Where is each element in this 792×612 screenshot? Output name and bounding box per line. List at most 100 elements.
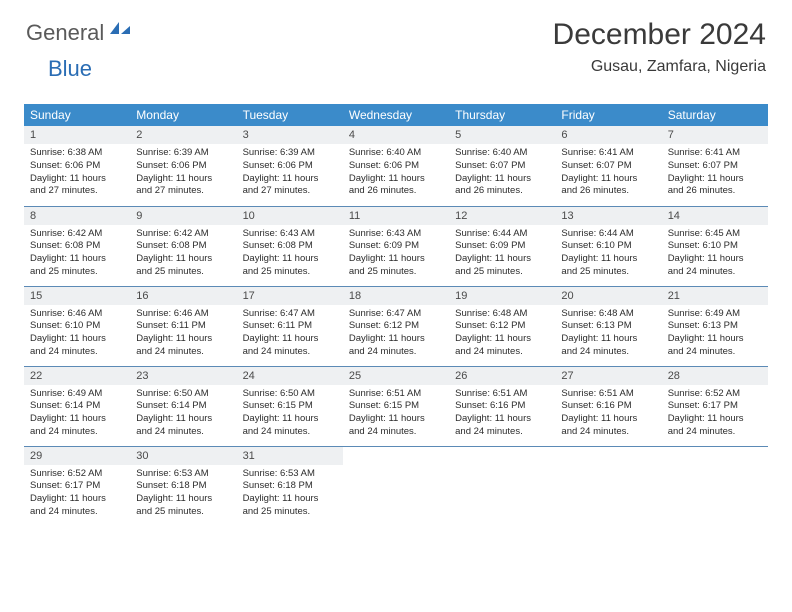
day-data: Sunrise: 6:51 AMSunset: 6:15 PMDaylight:… (343, 385, 449, 444)
calendar-cell: 31Sunrise: 6:53 AMSunset: 6:18 PMDayligh… (237, 446, 343, 526)
calendar-cell: 15Sunrise: 6:46 AMSunset: 6:10 PMDayligh… (24, 286, 130, 366)
day-data: Sunrise: 6:43 AMSunset: 6:09 PMDaylight:… (343, 225, 449, 284)
calendar-cell (662, 446, 768, 526)
day-number: 8 (24, 207, 130, 225)
day-data: Sunrise: 6:48 AMSunset: 6:13 PMDaylight:… (555, 305, 661, 364)
day-number: 13 (555, 207, 661, 225)
day-data: Sunrise: 6:53 AMSunset: 6:18 PMDaylight:… (130, 465, 236, 524)
calendar-table: Sunday Monday Tuesday Wednesday Thursday… (24, 104, 768, 526)
day-data: Sunrise: 6:51 AMSunset: 6:16 PMDaylight:… (449, 385, 555, 444)
day-data: Sunrise: 6:53 AMSunset: 6:18 PMDaylight:… (237, 465, 343, 524)
calendar-cell: 29Sunrise: 6:52 AMSunset: 6:17 PMDayligh… (24, 446, 130, 526)
calendar-cell (555, 446, 661, 526)
day-data: Sunrise: 6:44 AMSunset: 6:09 PMDaylight:… (449, 225, 555, 284)
day-number: 24 (237, 367, 343, 385)
calendar-cell: 13Sunrise: 6:44 AMSunset: 6:10 PMDayligh… (555, 206, 661, 286)
day-data: Sunrise: 6:50 AMSunset: 6:15 PMDaylight:… (237, 385, 343, 444)
day-data: Sunrise: 6:49 AMSunset: 6:14 PMDaylight:… (24, 385, 130, 444)
calendar-cell: 12Sunrise: 6:44 AMSunset: 6:09 PMDayligh… (449, 206, 555, 286)
calendar-cell: 9Sunrise: 6:42 AMSunset: 6:08 PMDaylight… (130, 206, 236, 286)
day-data: Sunrise: 6:50 AMSunset: 6:14 PMDaylight:… (130, 385, 236, 444)
calendar-cell: 16Sunrise: 6:46 AMSunset: 6:11 PMDayligh… (130, 286, 236, 366)
day-number: 25 (343, 367, 449, 385)
calendar-cell: 20Sunrise: 6:48 AMSunset: 6:13 PMDayligh… (555, 286, 661, 366)
calendar-cell: 26Sunrise: 6:51 AMSunset: 6:16 PMDayligh… (449, 366, 555, 446)
calendar-row: 29Sunrise: 6:52 AMSunset: 6:17 PMDayligh… (24, 446, 768, 526)
day-data: Sunrise: 6:46 AMSunset: 6:10 PMDaylight:… (24, 305, 130, 364)
day-number: 7 (662, 126, 768, 144)
calendar-cell: 10Sunrise: 6:43 AMSunset: 6:08 PMDayligh… (237, 206, 343, 286)
day-data: Sunrise: 6:39 AMSunset: 6:06 PMDaylight:… (237, 144, 343, 203)
calendar-cell: 3Sunrise: 6:39 AMSunset: 6:06 PMDaylight… (237, 126, 343, 206)
calendar-cell: 25Sunrise: 6:51 AMSunset: 6:15 PMDayligh… (343, 366, 449, 446)
calendar-cell: 5Sunrise: 6:40 AMSunset: 6:07 PMDaylight… (449, 126, 555, 206)
day-data: Sunrise: 6:47 AMSunset: 6:11 PMDaylight:… (237, 305, 343, 364)
calendar-cell: 17Sunrise: 6:47 AMSunset: 6:11 PMDayligh… (237, 286, 343, 366)
day-number: 29 (24, 447, 130, 465)
day-number: 31 (237, 447, 343, 465)
calendar-cell: 14Sunrise: 6:45 AMSunset: 6:10 PMDayligh… (662, 206, 768, 286)
day-data: Sunrise: 6:39 AMSunset: 6:06 PMDaylight:… (130, 144, 236, 203)
location-subtitle: Gusau, Zamfara, Nigeria (553, 58, 766, 76)
calendar-cell: 27Sunrise: 6:51 AMSunset: 6:16 PMDayligh… (555, 366, 661, 446)
day-data: Sunrise: 6:41 AMSunset: 6:07 PMDaylight:… (662, 144, 768, 203)
day-data: Sunrise: 6:52 AMSunset: 6:17 PMDaylight:… (662, 385, 768, 444)
calendar-cell: 23Sunrise: 6:50 AMSunset: 6:14 PMDayligh… (130, 366, 236, 446)
day-number: 5 (449, 126, 555, 144)
calendar-cell: 22Sunrise: 6:49 AMSunset: 6:14 PMDayligh… (24, 366, 130, 446)
dayhead-fri: Friday (555, 104, 661, 126)
calendar-cell: 8Sunrise: 6:42 AMSunset: 6:08 PMDaylight… (24, 206, 130, 286)
calendar-cell: 1Sunrise: 6:38 AMSunset: 6:06 PMDaylight… (24, 126, 130, 206)
brand-logo: General Blue (26, 20, 132, 46)
day-data: Sunrise: 6:48 AMSunset: 6:12 PMDaylight:… (449, 305, 555, 364)
day-number: 27 (555, 367, 661, 385)
day-data: Sunrise: 6:51 AMSunset: 6:16 PMDaylight:… (555, 385, 661, 444)
day-number: 16 (130, 287, 236, 305)
day-number: 17 (237, 287, 343, 305)
dayhead-wed: Wednesday (343, 104, 449, 126)
day-data: Sunrise: 6:43 AMSunset: 6:08 PMDaylight:… (237, 225, 343, 284)
day-number: 26 (449, 367, 555, 385)
day-data: Sunrise: 6:40 AMSunset: 6:07 PMDaylight:… (449, 144, 555, 203)
calendar-cell: 7Sunrise: 6:41 AMSunset: 6:07 PMDaylight… (662, 126, 768, 206)
calendar-cell: 2Sunrise: 6:39 AMSunset: 6:06 PMDaylight… (130, 126, 236, 206)
calendar-cell: 28Sunrise: 6:52 AMSunset: 6:17 PMDayligh… (662, 366, 768, 446)
brand-text-general: General (26, 20, 104, 45)
day-number: 9 (130, 207, 236, 225)
day-number: 3 (237, 126, 343, 144)
calendar-cell: 4Sunrise: 6:40 AMSunset: 6:06 PMDaylight… (343, 126, 449, 206)
calendar-row: 1Sunrise: 6:38 AMSunset: 6:06 PMDaylight… (24, 126, 768, 206)
calendar-cell: 30Sunrise: 6:53 AMSunset: 6:18 PMDayligh… (130, 446, 236, 526)
day-number: 15 (24, 287, 130, 305)
day-data: Sunrise: 6:40 AMSunset: 6:06 PMDaylight:… (343, 144, 449, 203)
day-number: 6 (555, 126, 661, 144)
dayhead-sun: Sunday (24, 104, 130, 126)
calendar-cell: 6Sunrise: 6:41 AMSunset: 6:07 PMDaylight… (555, 126, 661, 206)
calendar-row: 8Sunrise: 6:42 AMSunset: 6:08 PMDaylight… (24, 206, 768, 286)
brand-sail-icon (110, 20, 132, 34)
calendar-cell (449, 446, 555, 526)
day-number: 2 (130, 126, 236, 144)
day-data: Sunrise: 6:46 AMSunset: 6:11 PMDaylight:… (130, 305, 236, 364)
day-data: Sunrise: 6:38 AMSunset: 6:06 PMDaylight:… (24, 144, 130, 203)
day-number: 22 (24, 367, 130, 385)
day-number: 30 (130, 447, 236, 465)
day-number: 21 (662, 287, 768, 305)
day-number: 18 (343, 287, 449, 305)
calendar-cell: 21Sunrise: 6:49 AMSunset: 6:13 PMDayligh… (662, 286, 768, 366)
day-number: 23 (130, 367, 236, 385)
calendar-cell: 11Sunrise: 6:43 AMSunset: 6:09 PMDayligh… (343, 206, 449, 286)
day-number: 28 (662, 367, 768, 385)
brand-text-blue: Blue (48, 56, 92, 82)
day-data: Sunrise: 6:52 AMSunset: 6:17 PMDaylight:… (24, 465, 130, 524)
calendar-cell: 18Sunrise: 6:47 AMSunset: 6:12 PMDayligh… (343, 286, 449, 366)
dayhead-tue: Tuesday (237, 104, 343, 126)
day-number: 20 (555, 287, 661, 305)
calendar-row: 22Sunrise: 6:49 AMSunset: 6:14 PMDayligh… (24, 366, 768, 446)
dayhead-thu: Thursday (449, 104, 555, 126)
month-title: December 2024 (553, 18, 766, 52)
dayhead-mon: Monday (130, 104, 236, 126)
day-number: 10 (237, 207, 343, 225)
day-data: Sunrise: 6:42 AMSunset: 6:08 PMDaylight:… (130, 225, 236, 284)
day-data: Sunrise: 6:44 AMSunset: 6:10 PMDaylight:… (555, 225, 661, 284)
